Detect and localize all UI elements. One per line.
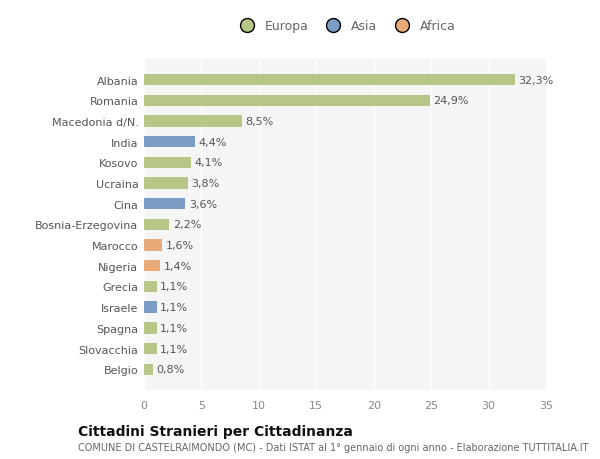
Bar bbox=[144, 240, 163, 251]
Bar bbox=[144, 199, 185, 210]
Legend: Europa, Asia, Africa: Europa, Asia, Africa bbox=[231, 17, 459, 37]
Text: 32,3%: 32,3% bbox=[518, 75, 554, 85]
Bar bbox=[144, 261, 160, 272]
Text: 24,9%: 24,9% bbox=[433, 96, 469, 106]
Bar bbox=[144, 281, 157, 292]
Text: Cittadini Stranieri per Cittadinanza: Cittadini Stranieri per Cittadinanza bbox=[78, 425, 353, 438]
Bar bbox=[144, 219, 169, 230]
Text: 1,1%: 1,1% bbox=[160, 282, 188, 292]
Bar bbox=[144, 343, 157, 354]
Bar bbox=[144, 95, 430, 106]
Text: 4,1%: 4,1% bbox=[194, 158, 223, 168]
Text: 3,6%: 3,6% bbox=[189, 199, 217, 209]
Bar bbox=[144, 137, 194, 148]
Text: 1,6%: 1,6% bbox=[166, 241, 194, 251]
Text: 8,5%: 8,5% bbox=[245, 117, 274, 127]
Text: 1,1%: 1,1% bbox=[160, 323, 188, 333]
Bar bbox=[144, 302, 157, 313]
Bar bbox=[144, 364, 153, 375]
Bar bbox=[144, 116, 242, 127]
Text: COMUNE DI CASTELRAIMONDO (MC) - Dati ISTAT al 1° gennaio di ogni anno - Elaboraz: COMUNE DI CASTELRAIMONDO (MC) - Dati IST… bbox=[78, 442, 589, 452]
Bar bbox=[144, 157, 191, 168]
Bar bbox=[144, 323, 157, 334]
Text: 1,4%: 1,4% bbox=[164, 261, 192, 271]
Text: 1,1%: 1,1% bbox=[160, 344, 188, 354]
Text: 1,1%: 1,1% bbox=[160, 302, 188, 313]
Text: 4,4%: 4,4% bbox=[198, 137, 226, 147]
Text: 2,2%: 2,2% bbox=[173, 220, 201, 230]
Bar bbox=[144, 178, 188, 189]
Bar bbox=[144, 75, 515, 86]
Text: 0,8%: 0,8% bbox=[157, 364, 185, 375]
Text: 3,8%: 3,8% bbox=[191, 179, 220, 189]
